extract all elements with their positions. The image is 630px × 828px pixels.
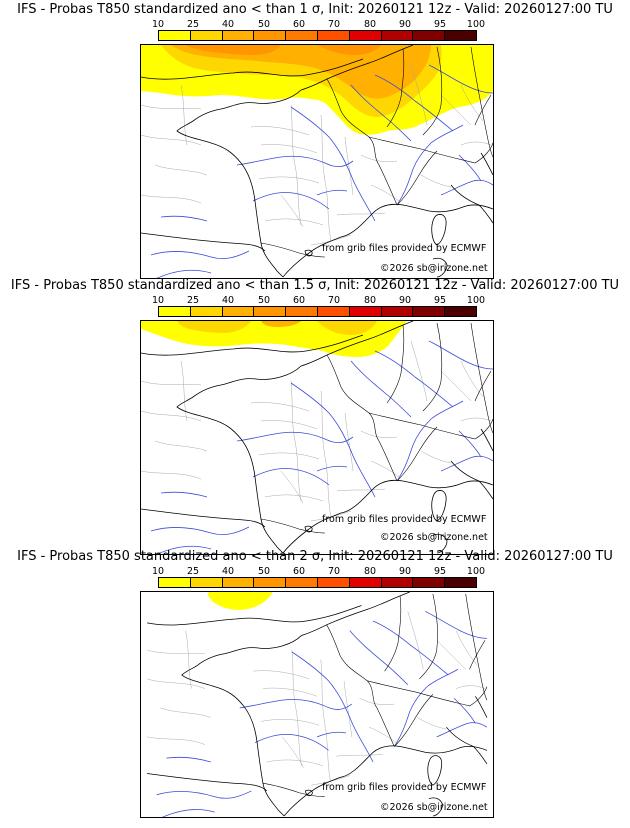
scale-swatch	[222, 307, 255, 316]
probability-map	[140, 591, 494, 818]
panel-3: IFS - Probas T850 standardized ano < tha…	[0, 547, 630, 823]
scale-swatch	[381, 307, 414, 316]
scale-swatch	[381, 578, 414, 587]
copyright-credit: ©2026 sb@irizone.net	[380, 263, 488, 274]
scale-swatch	[190, 578, 223, 587]
source-credit: from grib files provided by ECMWF	[322, 243, 487, 254]
scale-swatch	[159, 307, 191, 316]
scale-swatch	[445, 307, 476, 316]
scale-label: 10	[151, 295, 165, 306]
scale-label: 95	[433, 295, 447, 306]
color-scale-bar	[158, 30, 477, 41]
scale-label: 60	[292, 19, 306, 30]
map-title: IFS - Probas T850 standardized ano < tha…	[17, 2, 613, 17]
scale-label: 40	[221, 19, 235, 30]
scale-swatch	[286, 31, 318, 40]
scale-swatch	[159, 578, 191, 587]
scale-label: 25	[186, 566, 200, 577]
scale-label: 90	[398, 566, 412, 577]
scale-label: 50	[257, 566, 271, 577]
scale-swatch	[381, 31, 414, 40]
scale-label: 90	[398, 19, 412, 30]
scale-label: 80	[363, 566, 377, 577]
scale-swatch	[317, 578, 350, 587]
scale-swatch	[349, 307, 382, 316]
scale-label: 70	[327, 566, 341, 577]
scale-swatch	[254, 31, 287, 40]
scale-label: 100	[466, 19, 486, 30]
scale-swatch	[190, 31, 223, 40]
scale-swatch	[445, 578, 476, 587]
scale-label: 40	[221, 295, 235, 306]
scale-label: 25	[186, 295, 200, 306]
panel-1: IFS - Probas T850 standardized ano < tha…	[0, 0, 630, 279]
map-title: IFS - Probas T850 standardized ano < tha…	[17, 549, 613, 564]
scale-swatch	[445, 31, 476, 40]
copyright-credit: ©2026 sb@irizone.net	[380, 802, 488, 813]
scale-swatch	[190, 307, 223, 316]
scale-swatch	[413, 307, 446, 316]
scale-label: 50	[257, 295, 271, 306]
probability-map	[140, 320, 494, 555]
color-scale-labels: 10 25 40 50 60 70 80 90 95 100	[152, 295, 485, 306]
scale-label: 80	[363, 19, 377, 30]
scale-label: 50	[257, 19, 271, 30]
source-credit: from grib files provided by ECMWF	[322, 514, 487, 525]
scale-swatch	[159, 31, 191, 40]
scale-label: 80	[363, 295, 377, 306]
scale-swatch	[222, 578, 255, 587]
scale-label: 100	[466, 566, 486, 577]
scale-label: 60	[292, 566, 306, 577]
scale-label: 25	[186, 19, 200, 30]
scale-swatch	[413, 578, 446, 587]
scale-swatch	[317, 307, 350, 316]
map-title: IFS - Probas T850 standardized ano < tha…	[10, 278, 620, 293]
scale-label: 40	[221, 566, 235, 577]
scale-swatch	[254, 307, 287, 316]
color-scale-labels: 10 25 40 50 60 70 80 90 95 100	[152, 19, 485, 30]
scale-swatch	[254, 578, 287, 587]
color-scale-bar	[158, 306, 477, 317]
scale-label: 10	[151, 19, 165, 30]
source-credit: from grib files provided by ECMWF	[322, 782, 487, 793]
scale-label: 70	[327, 295, 341, 306]
color-scale-labels: 10 25 40 50 60 70 80 90 95 100	[152, 566, 485, 577]
scale-swatch	[286, 307, 318, 316]
scale-label: 90	[398, 295, 412, 306]
scale-label: 95	[433, 19, 447, 30]
scale-swatch	[286, 578, 318, 587]
scale-swatch	[222, 31, 255, 40]
scale-label: 100	[466, 295, 486, 306]
scale-label: 10	[151, 566, 165, 577]
color-scale-bar	[158, 577, 477, 588]
copyright-credit: ©2026 sb@irizone.net	[380, 532, 488, 543]
scale-swatch	[317, 31, 350, 40]
panel-2: IFS - Probas T850 standardized ano < tha…	[0, 276, 630, 555]
scale-label: 95	[433, 566, 447, 577]
scale-label: 60	[292, 295, 306, 306]
scale-swatch	[349, 31, 382, 40]
scale-swatch	[413, 31, 446, 40]
scale-label: 70	[327, 19, 341, 30]
probability-map	[140, 44, 494, 279]
scale-swatch	[349, 578, 382, 587]
